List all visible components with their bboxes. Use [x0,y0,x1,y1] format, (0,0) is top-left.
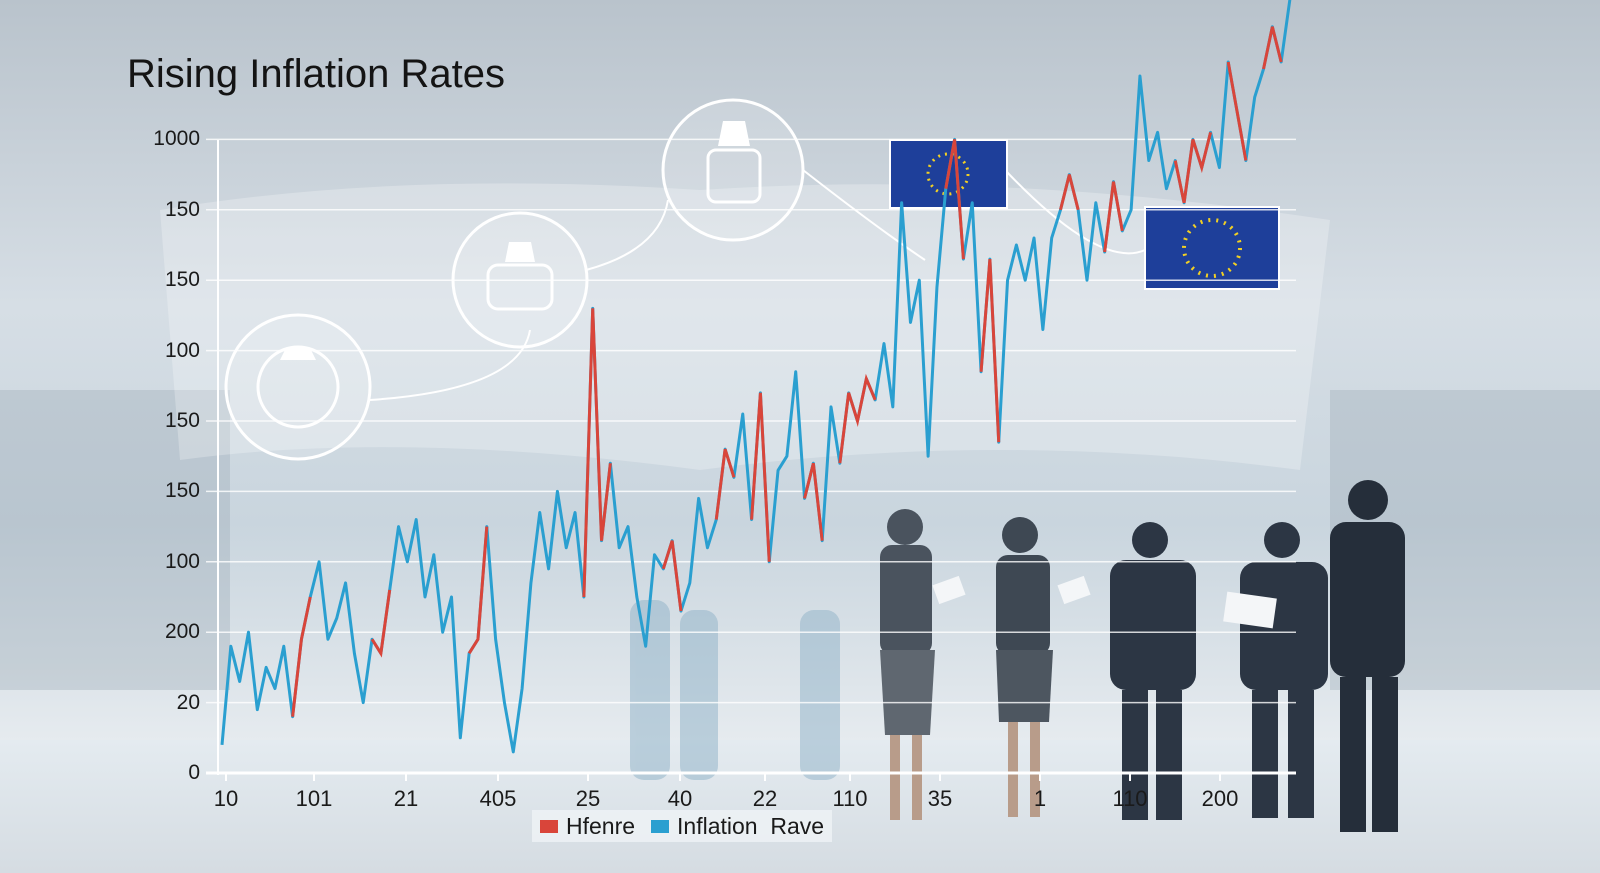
series-segment-hfenre [1059,174,1080,211]
legend-label-hfenre: Hfenre [566,812,636,839]
x-tick-marks [225,773,1221,781]
legend-swatch-inflation [651,819,670,833]
legend-label-inflation: Inflation Rave [677,812,825,839]
series-segment-hfenre [838,373,877,464]
series-segment-hfenre [1226,61,1248,161]
x-tick-label: 22 [752,786,778,811]
chart-title: Rising Inflation Rates [127,52,505,96]
legend-swatch-hfenre [540,819,558,833]
emblem-icon [661,98,805,242]
series-segment-hfenre [1262,26,1283,70]
x-tick-label: 200 [1201,786,1239,811]
series-segment-hfenre [1173,131,1213,204]
y-tick-label: 150 [164,268,200,292]
x-tick-label: 10 [213,786,239,811]
x-tick-label: 110 [1112,786,1148,811]
series-segment-hfenre [291,596,312,717]
x-tick-label: 25 [575,786,601,811]
y-tick-label: 150 [164,479,200,503]
series-segment-hfenre [370,589,392,658]
x-tick-label: 40 [667,786,693,811]
series-segment-hfenre [467,526,489,655]
y-tick-label: 0 [188,761,200,784]
legend: Hfenre Inflation Rave [532,810,833,842]
series-segment-hfenre [1103,181,1124,253]
series-line-hfenre [291,26,1283,717]
series-segment-hfenre [714,448,736,520]
y-tick-label: 1000 [153,127,200,151]
y-tick-label: 100 [164,549,200,573]
y-tick-label: 100 [164,338,200,362]
eu-flag-icon [1144,206,1280,290]
series-segment-hfenre [803,462,824,541]
gridlines [206,138,1296,704]
y-tick-label: 20 [176,690,200,714]
x-tick-label: 35 [927,786,953,811]
world-map [160,183,1330,471]
series-segment-hfenre [979,258,1001,443]
x-tick-label: 1 [1033,786,1047,811]
y-tick-label: 150 [164,197,200,221]
series-segment-hfenre [750,392,771,562]
x-tick-label: 101 [295,786,333,811]
y-tick-label: 200 [164,620,200,644]
series-segment-hfenre [582,308,612,598]
x-tick-label: 405 [479,786,517,811]
background-people [630,600,840,780]
x-tick-label: 21 [393,786,419,811]
business-people [880,480,1405,832]
series-segment-hfenre [944,139,965,260]
y-tick-label: 150 [164,409,200,432]
series-segment-hfenre [661,540,683,612]
x-tick-label: 110 [832,786,868,811]
